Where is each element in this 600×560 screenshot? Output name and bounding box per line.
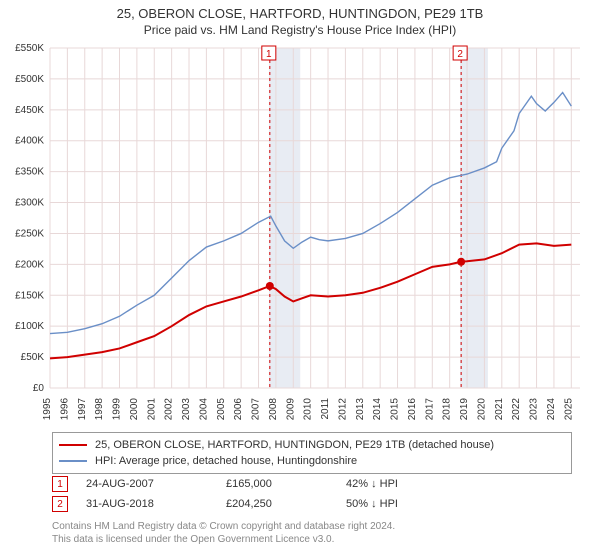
svg-text:2: 2 bbox=[457, 49, 463, 60]
svg-text:2004: 2004 bbox=[198, 398, 209, 421]
svg-text:£200K: £200K bbox=[15, 259, 44, 270]
svg-text:2016: 2016 bbox=[407, 398, 418, 421]
chart-container: 25, OBERON CLOSE, HARTFORD, HUNTINGDON, … bbox=[0, 0, 600, 560]
svg-text:1995: 1995 bbox=[42, 398, 53, 421]
footer-line1: Contains HM Land Registry data © Crown c… bbox=[52, 520, 395, 533]
svg-text:£150K: £150K bbox=[15, 290, 44, 301]
svg-text:2025: 2025 bbox=[563, 398, 574, 421]
legend-row: HPI: Average price, detached house, Hunt… bbox=[59, 453, 565, 469]
legend-swatch bbox=[59, 460, 87, 461]
svg-text:£300K: £300K bbox=[15, 198, 44, 209]
svg-text:2008: 2008 bbox=[268, 398, 279, 421]
sale-row: 1 24-AUG-2007£165,00042% ↓ HPI bbox=[52, 474, 572, 494]
svg-text:£350K: £350K bbox=[15, 167, 44, 178]
svg-text:2018: 2018 bbox=[442, 398, 453, 421]
svg-text:£550K: £550K bbox=[15, 43, 44, 54]
svg-text:2014: 2014 bbox=[372, 398, 383, 421]
svg-text:2017: 2017 bbox=[424, 398, 435, 421]
title-line2: Price paid vs. HM Land Registry's House … bbox=[0, 23, 600, 37]
sale-price: £204,250 bbox=[226, 498, 346, 510]
svg-text:2020: 2020 bbox=[476, 398, 487, 421]
legend-label: HPI: Average price, detached house, Hunt… bbox=[95, 455, 357, 467]
svg-text:2011: 2011 bbox=[320, 398, 331, 420]
svg-text:2012: 2012 bbox=[337, 398, 348, 421]
svg-text:£400K: £400K bbox=[15, 136, 44, 147]
svg-text:2009: 2009 bbox=[285, 398, 296, 421]
legend-row: 25, OBERON CLOSE, HARTFORD, HUNTINGDON, … bbox=[59, 437, 565, 453]
legend-swatch bbox=[59, 444, 87, 446]
svg-text:2023: 2023 bbox=[529, 398, 540, 421]
sale-marker: 1 bbox=[52, 476, 68, 492]
sale-date: 24-AUG-2007 bbox=[86, 478, 226, 490]
svg-text:2021: 2021 bbox=[494, 398, 505, 421]
svg-text:£50K: £50K bbox=[21, 352, 45, 363]
title-line1: 25, OBERON CLOSE, HARTFORD, HUNTINGDON, … bbox=[0, 6, 600, 21]
footer-line2: This data is licensed under the Open Gov… bbox=[52, 533, 395, 546]
svg-text:2005: 2005 bbox=[216, 398, 227, 421]
svg-text:2000: 2000 bbox=[129, 398, 140, 421]
svg-text:£500K: £500K bbox=[15, 74, 44, 85]
sale-delta: 42% ↓ HPI bbox=[346, 478, 398, 490]
footer: Contains HM Land Registry data © Crown c… bbox=[52, 520, 395, 546]
svg-text:£0: £0 bbox=[33, 383, 45, 394]
svg-text:2019: 2019 bbox=[459, 398, 470, 421]
svg-text:2010: 2010 bbox=[303, 398, 314, 421]
svg-text:2006: 2006 bbox=[233, 398, 244, 421]
sale-row: 2 31-AUG-2018£204,25050% ↓ HPI bbox=[52, 494, 572, 514]
svg-text:2003: 2003 bbox=[181, 398, 192, 421]
svg-text:2001: 2001 bbox=[146, 398, 157, 421]
chart-area: £0£50K£100K£150K£200K£250K£300K£350K£400… bbox=[50, 48, 580, 388]
title-block: 25, OBERON CLOSE, HARTFORD, HUNTINGDON, … bbox=[0, 0, 600, 37]
sale-price: £165,000 bbox=[226, 478, 346, 490]
sale-date: 31-AUG-2018 bbox=[86, 498, 226, 510]
sale-rows: 1 24-AUG-2007£165,00042% ↓ HPI 2 31-AUG-201… bbox=[52, 474, 572, 514]
sale-marker: 2 bbox=[52, 496, 68, 512]
legend-label: 25, OBERON CLOSE, HARTFORD, HUNTINGDON, … bbox=[95, 439, 494, 451]
svg-text:2022: 2022 bbox=[511, 398, 522, 421]
svg-text:2015: 2015 bbox=[390, 398, 401, 421]
svg-text:1998: 1998 bbox=[94, 398, 105, 421]
svg-text:2013: 2013 bbox=[355, 398, 366, 421]
plot-svg: £0£50K£100K£150K£200K£250K£300K£350K£400… bbox=[50, 48, 580, 388]
svg-text:2007: 2007 bbox=[251, 398, 262, 421]
legend: 25, OBERON CLOSE, HARTFORD, HUNTINGDON, … bbox=[52, 432, 572, 474]
sale-delta: 50% ↓ HPI bbox=[346, 498, 398, 510]
svg-text:1999: 1999 bbox=[112, 398, 123, 421]
svg-text:1996: 1996 bbox=[59, 398, 70, 421]
svg-text:1997: 1997 bbox=[77, 398, 88, 421]
svg-text:2024: 2024 bbox=[546, 398, 557, 421]
svg-text:£450K: £450K bbox=[15, 105, 44, 116]
svg-text:2002: 2002 bbox=[164, 398, 175, 421]
svg-text:1: 1 bbox=[266, 49, 272, 60]
svg-text:£250K: £250K bbox=[15, 228, 44, 239]
svg-text:£100K: £100K bbox=[15, 321, 44, 332]
